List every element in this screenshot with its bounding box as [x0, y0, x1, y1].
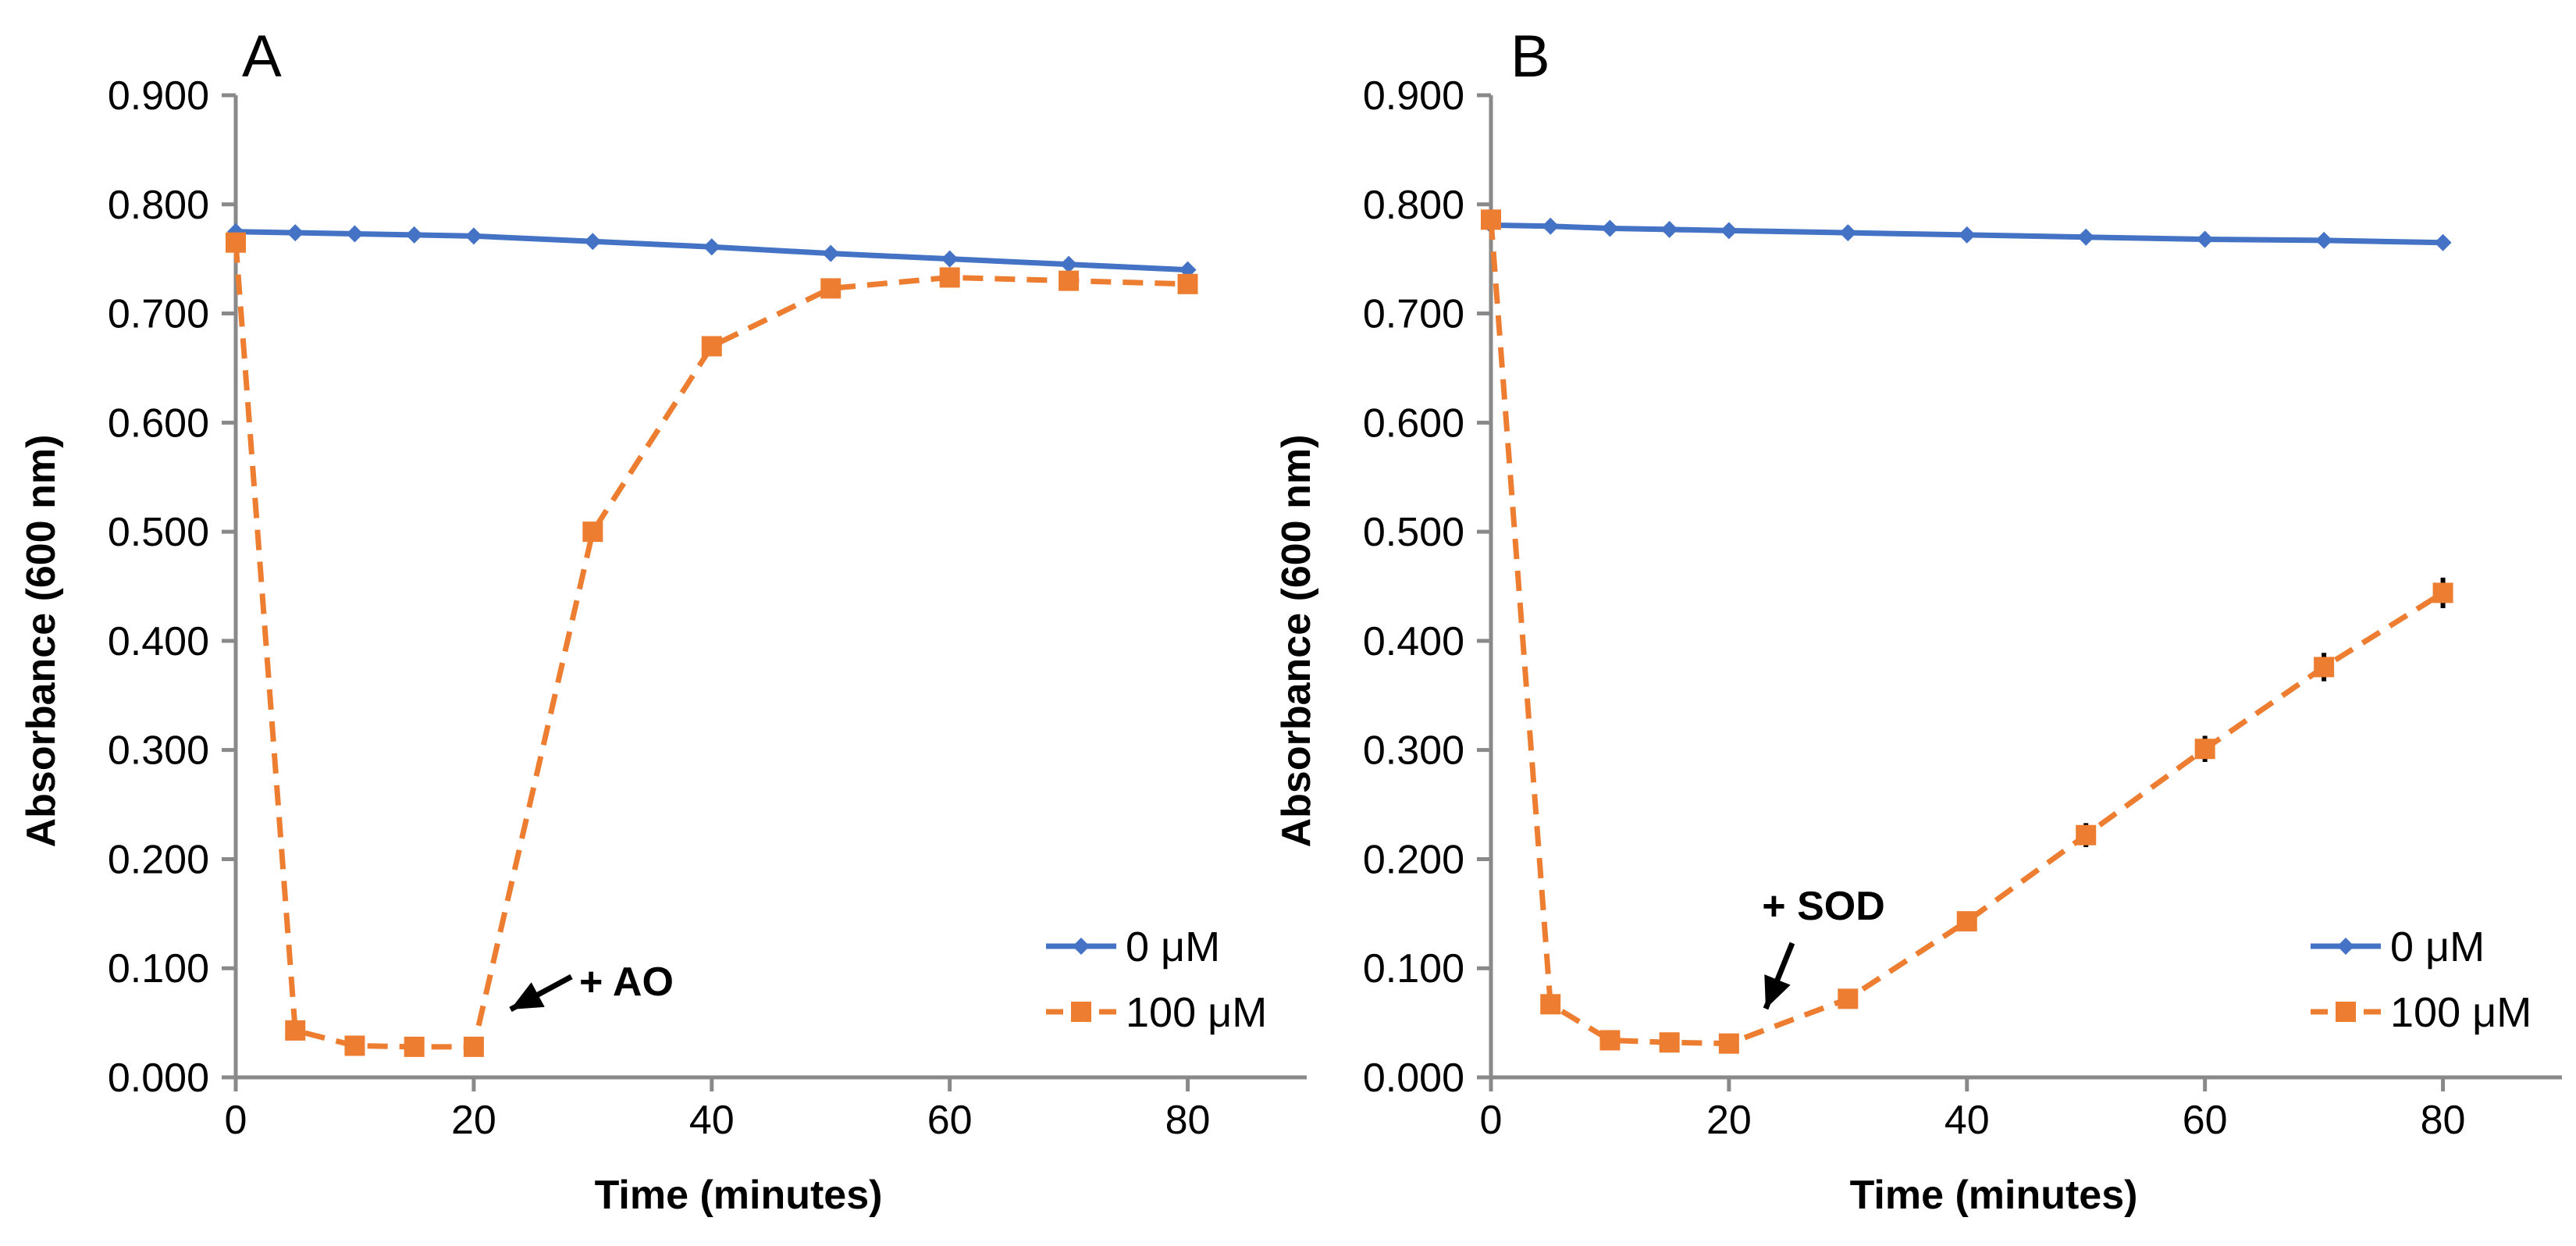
legend-label: 0 μM: [2390, 924, 2485, 970]
x-tick-label: 0: [1480, 1098, 1503, 1143]
data-point: [820, 278, 841, 299]
data-point: [1838, 988, 1859, 1009]
legend-marker: [1071, 1002, 1091, 1022]
chart-panel-b: 0.000 0.100 0.200 0.300 0.400 0.500 0.600 0.700…: [1274, 23, 2562, 1218]
annotation-arrow-head: [1764, 974, 1791, 1009]
data-point: [344, 1035, 365, 1056]
y-tick-label: 0.700: [1363, 292, 1464, 337]
y-tick-label: 0.400: [1363, 619, 1464, 664]
y-tick-label: 0.600: [108, 400, 209, 446]
y-tick-label: 0.500: [108, 510, 209, 555]
data-point: [2315, 231, 2333, 249]
y-tick-label: 0.800: [108, 183, 209, 228]
data-point: [2194, 739, 2215, 760]
y-tick-label: 0.500: [1363, 510, 1464, 555]
series-control: [1482, 216, 2452, 251]
data-point: [404, 1036, 425, 1057]
y-axis-title: Absorbance (600 nm): [1274, 435, 1319, 848]
y-axis-title: Absorbance (600 nm): [19, 435, 64, 848]
data-point: [1718, 1033, 1739, 1054]
y-tick-label: 0.600: [1363, 400, 1464, 446]
data-point: [464, 227, 482, 245]
chart-panel-a: 0.000 0.100 0.200 0.300 0.400 0.500 0.600 0.700…: [19, 23, 1307, 1218]
data-point: [1060, 255, 1078, 273]
data-point: [1177, 273, 1198, 294]
data-point: [2434, 233, 2452, 251]
legend: 0 μM 100 μM: [1046, 924, 1267, 1036]
data-point: [286, 224, 304, 242]
data-point: [2196, 230, 2214, 248]
legend-marker: [2336, 1002, 2356, 1022]
x-tick-label: 20: [451, 1098, 496, 1143]
data-point: [226, 232, 246, 253]
series-control: [227, 222, 1197, 279]
x-tick-label: 40: [1944, 1098, 1990, 1143]
annotation-label: + SOD: [1762, 884, 1885, 929]
data-point: [2432, 582, 2453, 603]
data-point: [1481, 209, 1501, 230]
data-point: [463, 1036, 484, 1057]
series-line: [233, 242, 1188, 1050]
y-tick-label: 0.200: [1363, 837, 1464, 882]
legend-marker: [2337, 938, 2354, 955]
data-point: [941, 250, 959, 268]
legend-marker: [1073, 938, 1090, 955]
data-point: [1059, 270, 1080, 291]
y-tick-label: 0.300: [108, 728, 209, 774]
y-tick-label: 0.700: [108, 292, 209, 337]
data-point: [1542, 217, 1560, 235]
legend: 0 μM 100 μM: [2311, 924, 2532, 1036]
y-tick-label: 0.800: [1363, 183, 1464, 228]
x-axis-title: Time (minutes): [595, 1173, 883, 1218]
annotation-label: + AO: [579, 959, 674, 1005]
data-point: [2077, 228, 2095, 246]
y-tick-label: 0.900: [108, 73, 209, 119]
data-point: [822, 244, 840, 262]
y-tick-label: 0.300: [1363, 728, 1464, 774]
data-point: [1599, 1030, 1621, 1051]
panel-label: B: [1510, 23, 1550, 90]
data-point: [1839, 224, 1857, 242]
data-point: [1660, 220, 1678, 238]
x-tick-label: 20: [1706, 1098, 1752, 1143]
y-tick-label: 0.900: [1363, 73, 1464, 119]
y-tick-label: 0.400: [108, 619, 209, 664]
x-tick-label: 60: [2183, 1098, 2228, 1143]
x-tick-label: 60: [927, 1098, 973, 1143]
series-treated: [226, 232, 1198, 1057]
data-point: [1601, 219, 1619, 237]
data-point: [2314, 657, 2335, 678]
data-point: [1956, 911, 1977, 932]
y-tick-label: 0.100: [1363, 946, 1464, 991]
data-point: [285, 1020, 306, 1041]
panel-label: A: [242, 23, 282, 90]
data-point: [405, 226, 423, 244]
y-tick-label: 0.000: [1363, 1056, 1464, 1101]
legend-label: 0 μM: [1126, 924, 1220, 970]
data-point: [703, 238, 720, 256]
data-point: [584, 233, 602, 251]
data-point: [1659, 1032, 1680, 1053]
data-point: [346, 225, 364, 243]
data-point: [2076, 824, 2097, 846]
x-tick-label: 40: [689, 1098, 735, 1143]
annotation-arrow-head: [511, 982, 545, 1009]
data-point: [1720, 222, 1738, 240]
y-tick-label: 0.200: [108, 837, 209, 882]
x-tick-label: 0: [225, 1098, 247, 1143]
data-point: [701, 336, 722, 357]
data-point: [582, 522, 603, 543]
x-tick-label: 80: [2421, 1098, 2466, 1143]
series-treated: [1481, 209, 2453, 1054]
x-tick-label: 80: [1165, 1098, 1211, 1143]
x-axis-title: Time (minutes): [1850, 1173, 2138, 1218]
legend-label: 100 μM: [2390, 989, 2532, 1036]
data-point: [939, 267, 960, 288]
legend-label: 100 μM: [1126, 989, 1267, 1036]
data-point: [1540, 994, 1561, 1015]
data-point: [1958, 226, 1976, 244]
y-tick-label: 0.000: [108, 1056, 209, 1101]
y-tick-label: 0.100: [108, 946, 209, 991]
